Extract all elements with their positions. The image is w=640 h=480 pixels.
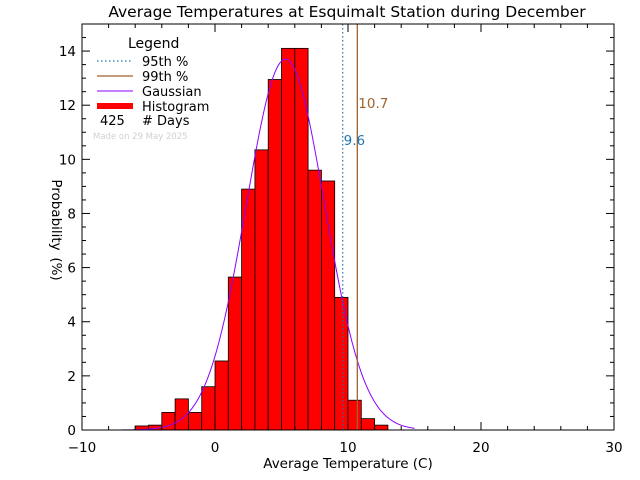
histogram-bar-7: [227, 276, 243, 431]
x-tick-label-3: 20: [472, 440, 489, 456]
percentile-95-label: 9.6: [344, 133, 365, 149]
x-tick-label-1: 0: [211, 440, 220, 456]
y-tick-label-0: 0: [67, 423, 76, 439]
histogram-bar-18: [374, 424, 389, 431]
x-axis-label: Average Temperature (C): [263, 456, 433, 472]
y-axis-label-percent: (%): [48, 257, 64, 280]
chart-title: Average Temperatures at Esquimalt Statio…: [108, 3, 586, 21]
y-tick-label-4: 8: [67, 206, 76, 222]
y-axis-ticks: 0 2 4 6 8 10 12 14: [59, 37, 614, 439]
histogram-bar-16: [347, 399, 362, 431]
x-tick-label-2: 10: [339, 440, 356, 456]
legend-label-99th: 99th %: [142, 70, 188, 85]
histogram-bar-9: [254, 149, 269, 431]
x-axis-ticks: −10 0 10 20 30: [68, 24, 623, 456]
legend-days-label: # Days: [142, 114, 190, 129]
histogram-bar-5: [201, 386, 216, 431]
legend-title: Legend: [128, 36, 179, 52]
made-on-note: Made on 29 May 2025: [93, 132, 188, 142]
legend-days-count: 425: [100, 114, 125, 129]
y-tick-label-2: 4: [67, 315, 76, 331]
legend: Legend 95th % 99th % Gaussian Histogram …: [93, 36, 209, 142]
histogram-bar-4: [187, 412, 203, 431]
histogram-bars: [134, 47, 389, 431]
y-tick-label-3: 6: [67, 261, 76, 277]
percentile-99-label: 10.7: [358, 96, 388, 112]
histogram-bar-13: [307, 169, 322, 431]
legend-label-histogram: Histogram: [142, 100, 209, 115]
y-axis-label-probability: Probability: [48, 179, 64, 250]
x-tick-label-0: −10: [68, 440, 97, 456]
histogram-bar-14: [320, 180, 336, 431]
histogram-bar-11: [281, 47, 296, 431]
y-tick-label-5: 10: [59, 152, 76, 168]
y-tick-label-1: 2: [67, 369, 76, 385]
legend-label-gaussian: Gaussian: [142, 85, 202, 100]
histogram-bar-6: [214, 360, 229, 431]
gaussian-curve: [108, 58, 415, 431]
histogram-bar-8: [241, 188, 256, 431]
histogram-bar-10: [267, 79, 282, 431]
legend-label-95th: 95th %: [142, 55, 188, 70]
y-tick-label-7: 14: [59, 44, 76, 60]
histogram-bar-17: [360, 418, 375, 431]
y-tick-label-6: 12: [59, 98, 76, 114]
x-tick-label-4: 30: [605, 440, 622, 456]
